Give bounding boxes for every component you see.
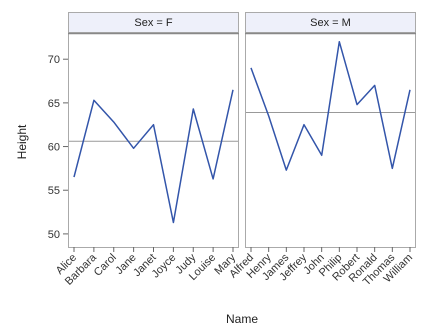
panel-header-label: Sex = F [134, 17, 172, 29]
x-axis-title: Name [226, 312, 258, 326]
data-point [212, 177, 215, 180]
x-tick-label: Carol [92, 252, 119, 279]
panel-1: Sex = FAliceBarbaraCarolJaneJanetJoyceJu… [54, 12, 239, 288]
series-line [250, 40, 411, 171]
panel-frame [245, 33, 416, 248]
data-point [232, 88, 235, 91]
data-point [391, 167, 394, 170]
y-tick-label: 55 [48, 185, 60, 197]
data-point [112, 121, 115, 124]
panel-header-label: Sex = M [310, 17, 351, 29]
y-tick-label: 70 [48, 54, 60, 66]
data-point [303, 123, 306, 126]
panel-frame [68, 33, 239, 248]
data-point [132, 147, 135, 150]
data-point [192, 107, 195, 110]
data-point [92, 99, 95, 102]
y-tick-label: 50 [48, 229, 60, 241]
panel-header [68, 12, 239, 33]
series-line [73, 89, 234, 224]
panel-2: Sex = MAlfredHenryJamesJeffreyJohnPhilip… [227, 12, 416, 288]
data-point [320, 154, 323, 157]
y-tick-label: 60 [48, 142, 60, 154]
data-point [73, 176, 76, 179]
y-axis-title: Height [15, 124, 29, 159]
y-tick-label: 65 [48, 98, 60, 110]
data-point [250, 66, 253, 69]
data-point [285, 169, 288, 172]
data-point [409, 88, 412, 91]
data-point [356, 103, 359, 106]
data-point [152, 123, 155, 126]
panel-header [245, 12, 416, 33]
data-point [172, 221, 175, 224]
data-point [373, 84, 376, 87]
data-point [338, 40, 341, 43]
data-point [267, 114, 270, 117]
